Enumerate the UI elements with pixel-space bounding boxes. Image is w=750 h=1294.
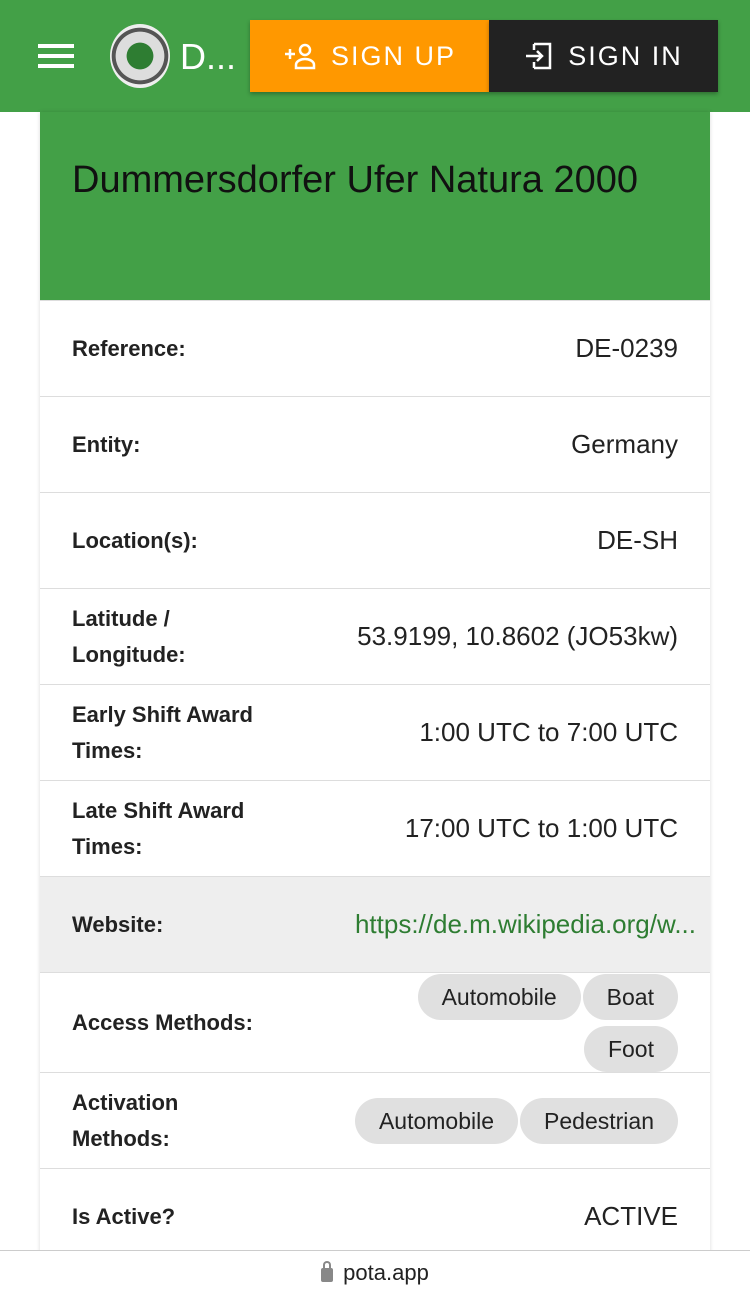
- value: DE-SH: [597, 525, 678, 555]
- label: Is Active?: [72, 1203, 176, 1229]
- row-locations: Location(s): DE-SH: [40, 492, 710, 588]
- row-activation-methods: Activation Methods: Automobile Pedestrian: [40, 1072, 710, 1168]
- row-entity: Entity: Germany: [40, 396, 710, 492]
- lock-icon: [321, 1260, 334, 1282]
- value: Germany: [571, 429, 678, 459]
- sign-in-label: SIGN IN: [568, 40, 683, 71]
- label: Entity:: [72, 431, 141, 457]
- row-reference: Reference: DE-0239: [40, 300, 710, 396]
- sign-up-label: SIGN UP: [330, 40, 457, 71]
- chip-boat: Boat: [582, 973, 678, 1020]
- value: ACTIVE: [584, 1201, 678, 1231]
- row-website: Website: https://de.m.wikipedia.org/w...: [40, 876, 710, 972]
- label: Late Shift Award Times:: [72, 797, 245, 859]
- add-person-icon: [284, 43, 316, 70]
- value: 53.9199, 10.8602 (JO53kw): [357, 621, 678, 651]
- label: Website:: [72, 911, 164, 937]
- domain: pota.app: [343, 1259, 429, 1285]
- label: Latitude / Longitude:: [72, 605, 186, 667]
- chip-automobile: Automobile: [417, 973, 581, 1020]
- login-icon: [526, 42, 552, 70]
- row-is-active: Is Active? ACTIVE: [40, 1168, 710, 1264]
- park-details-card: Dummersdorfer Ufer Natura 2000 Reference…: [40, 112, 710, 1264]
- browser-address-bar[interactable]: pota.app: [0, 1250, 750, 1294]
- chip-pedestrian: Pedestrian: [520, 1097, 678, 1144]
- row-lat-long: Latitude / Longitude: 53.9199, 10.8602 (J…: [40, 588, 710, 684]
- pota-logo[interactable]: [110, 24, 170, 88]
- chip-foot: Foot: [583, 1025, 678, 1072]
- label: Location(s):: [72, 527, 198, 553]
- park-name: Dummersdorfer Ufer Natura 2000: [40, 112, 710, 300]
- row-early-shift: Early Shift Award Times: 1:00 UTC to 7:00…: [40, 684, 710, 780]
- label: Activation Methods:: [72, 1089, 179, 1151]
- label: Reference:: [72, 335, 186, 361]
- label: Early Shift Award Times:: [72, 701, 253, 763]
- value: DE-0239: [575, 333, 678, 363]
- chip-automobile: Automobile: [354, 1097, 519, 1144]
- website-link[interactable]: https://de.m.wikipedia.org/w...: [354, 909, 696, 939]
- row-late-shift: Late Shift Award Times: 17:00 UTC to 1:00…: [40, 780, 710, 876]
- label: Access Methods:: [72, 1009, 253, 1035]
- sign-up-button[interactable]: SIGN UP: [250, 20, 489, 92]
- value: 17:00 UTC to 1:00 UTC: [404, 813, 678, 843]
- value: 1:00 UTC to 7:00 UTC: [419, 717, 678, 747]
- site-title[interactable]: D...: [180, 36, 237, 77]
- sign-in-button[interactable]: SIGN IN: [489, 20, 718, 92]
- row-access-methods: Access Methods: Automobile Boat Foot: [40, 972, 710, 1072]
- hamburger-menu-icon[interactable]: [38, 44, 74, 68]
- top-app-bar: D... SIGN UP SIGN IN: [0, 0, 750, 112]
